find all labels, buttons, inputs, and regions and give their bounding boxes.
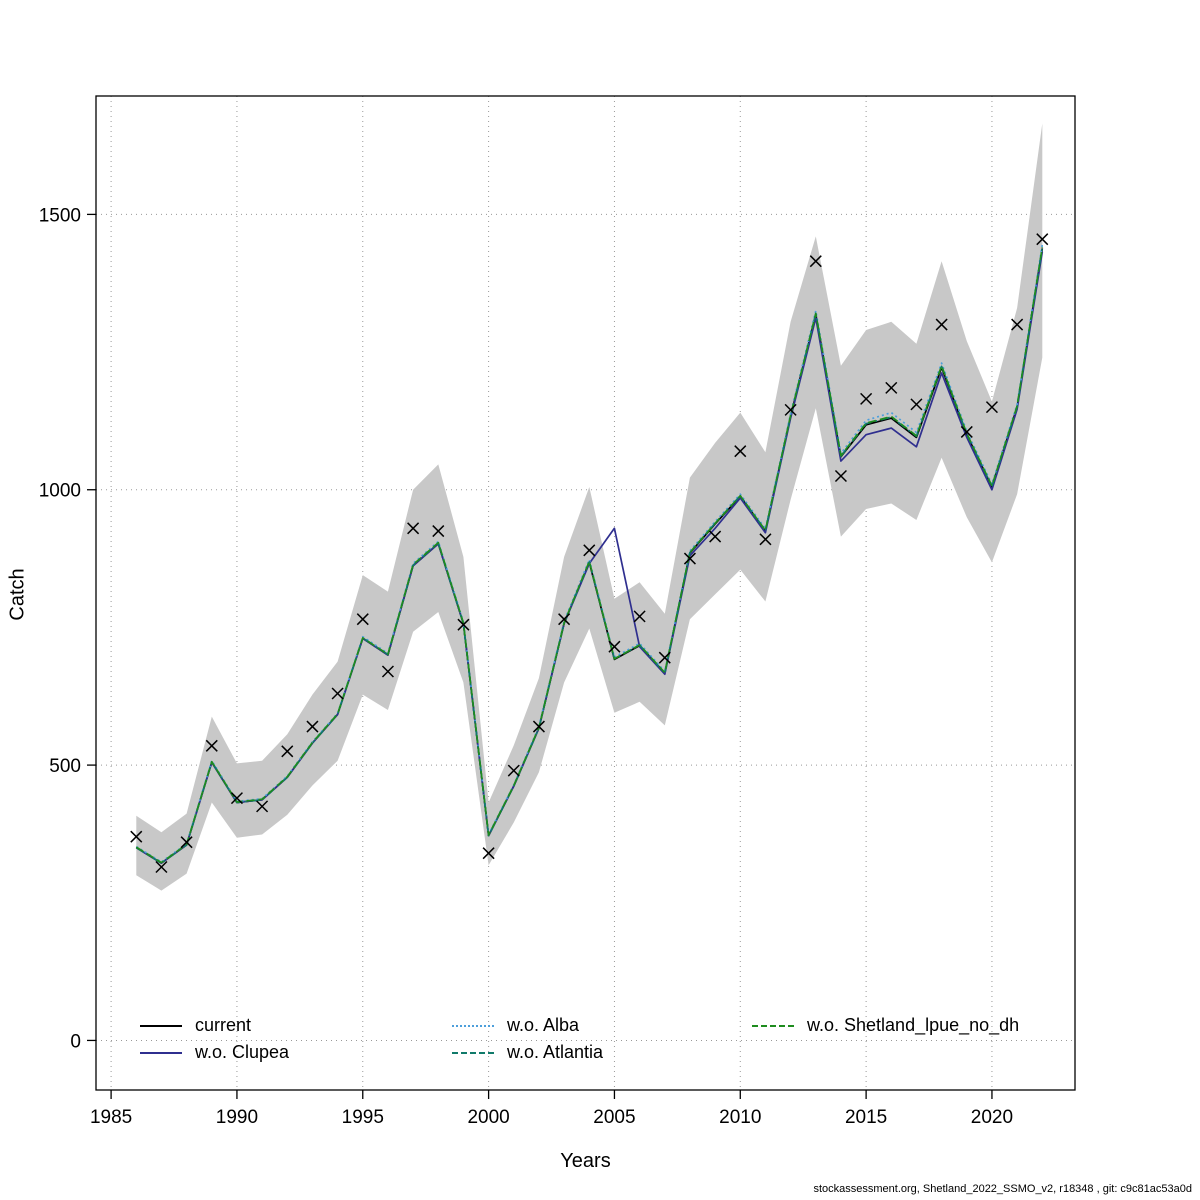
legend-label-wo-shetland-lpue-no-dh: w.o. Shetland_lpue_no_dh	[807, 1015, 1020, 1035]
observed-marker	[809, 255, 822, 268]
observed-marker	[256, 800, 269, 813]
observed-marker	[860, 392, 873, 405]
observed-marker	[381, 665, 394, 678]
series-line-4	[135, 247, 1044, 864]
observed-marker	[281, 745, 294, 758]
observed-marker	[985, 401, 998, 414]
observed-marker	[1036, 233, 1049, 246]
observed-marker	[935, 318, 948, 331]
legend-item-wo-atlantia: w.o. Atlantia	[452, 1039, 603, 1066]
observed-marker	[658, 651, 671, 664]
y-tick-label: 500	[49, 756, 81, 777]
plot-border	[95, 95, 1076, 1091]
observed-marker	[834, 469, 847, 483]
observed-marker	[155, 860, 168, 873]
observed-marker	[734, 445, 747, 458]
legend: current w.o. Clupea w.o. Alba w.o. Atlan…	[0, 1012, 1100, 1072]
x-tick-label: 2000	[467, 1107, 509, 1128]
observed-marker	[709, 530, 722, 543]
observed-marker	[583, 544, 596, 557]
observed-marker	[683, 552, 696, 565]
legend-line-wo-shetland-lpue-no-dh	[752, 1024, 794, 1027]
y-tick-label: 0	[70, 1031, 81, 1052]
y-tick-label: 1500	[39, 205, 81, 226]
observed-marker	[130, 830, 143, 843]
observed-marker	[633, 610, 646, 623]
observed-marker	[558, 613, 571, 626]
observed-marker	[784, 403, 797, 416]
observed-marker	[356, 613, 369, 626]
x-tick-label: 2015	[845, 1107, 887, 1128]
legend-label-wo-atlantia: w.o. Atlantia	[507, 1042, 604, 1062]
observed-marker	[482, 847, 495, 860]
observed-marker	[432, 525, 445, 538]
observed-marker	[205, 739, 218, 752]
y-tick-label: 1000	[39, 481, 81, 502]
legend-label-current: current	[195, 1015, 252, 1035]
observed-marker	[960, 425, 973, 438]
x-tick-label: 1985	[90, 1107, 132, 1128]
observed-marker	[532, 720, 545, 733]
observed-marker	[910, 398, 923, 411]
observed-marker	[507, 764, 520, 777]
confidence-band	[136, 123, 1043, 891]
observed-marker	[608, 640, 621, 653]
legend-item-current: current	[140, 1012, 289, 1039]
observed-marker	[407, 522, 420, 535]
source-attribution: stockassessment.org, Shetland_2022_SSMO_…	[813, 1183, 1192, 1195]
x-tick-label: 1990	[216, 1107, 258, 1128]
observed-marker	[180, 836, 193, 849]
legend-line-wo-clupea	[140, 1051, 182, 1054]
observed-marker	[230, 792, 243, 805]
legend-line-wo-atlantia	[452, 1051, 494, 1054]
x-axis-title: Years	[560, 1150, 611, 1172]
legend-label-wo-clupea: w.o. Clupea	[195, 1042, 290, 1062]
observed-marker	[759, 533, 772, 546]
legend-item-wo-clupea: w.o. Clupea	[140, 1039, 289, 1066]
x-tick-label: 2010	[719, 1107, 761, 1128]
observed-marker	[885, 381, 898, 394]
observed-marker	[457, 618, 470, 631]
observed-marker	[331, 687, 344, 700]
x-tick-label: 2005	[593, 1107, 635, 1128]
observed-marker	[306, 720, 319, 733]
legend-line-wo-alba	[452, 1024, 494, 1027]
legend-item-wo-shetland-lpue-no-dh: w.o. Shetland_lpue_no_dh	[752, 1012, 1019, 1039]
legend-line-current	[140, 1024, 182, 1027]
x-tick-label: 2020	[971, 1107, 1013, 1128]
y-axis-title: Catch	[6, 568, 29, 621]
legend-item-wo-alba: w.o. Alba	[452, 1012, 603, 1039]
observed-marker	[1011, 318, 1024, 331]
legend-label-wo-alba: w.o. Alba	[507, 1015, 580, 1035]
x-tick-label: 1995	[342, 1107, 384, 1128]
